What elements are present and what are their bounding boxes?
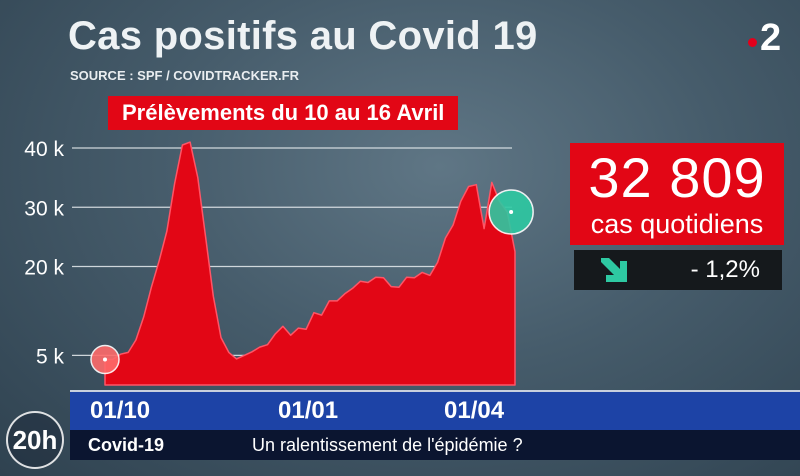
ticker-topic: Covid-19 (88, 435, 165, 455)
news-ticker: Covid-19 Un ralentissement de l'épidémie… (70, 430, 800, 460)
x-axis-bar: 01/10 01/01 01/04 (70, 390, 800, 432)
ticker-text: Un ralentissement de l'épidémie ? (252, 435, 523, 455)
program-badge: 20h (6, 411, 64, 469)
y-tick-label: 5 k (36, 345, 65, 368)
daily-cases-value: 32 809 (588, 146, 766, 209)
channel-logo: 2 (748, 16, 790, 60)
source-label: SOURCE : SPF / COVIDTRACKER.FR (70, 68, 299, 83)
logo-dot-icon (748, 38, 757, 47)
channel-number: 2 (760, 17, 782, 59)
y-tick-label: 20 k (24, 257, 64, 280)
trend-box: - 1,2% (574, 250, 782, 290)
page-title: Cas positifs au Covid 19 (68, 14, 538, 58)
arrow-down-right-icon (601, 258, 627, 282)
x-tick-label: 01/10 (90, 397, 151, 424)
series-area (104, 141, 516, 386)
trend-value: - 1,2% (690, 256, 760, 283)
x-tick-label: 01/01 (278, 397, 339, 424)
data-marker-center (509, 209, 514, 214)
daily-cases-box: 32 809 cas quotidiens (570, 143, 784, 245)
y-tick-label: 40 k (24, 138, 64, 161)
data-marker-center (103, 357, 107, 362)
x-tick-label: 01/04 (444, 397, 505, 424)
daily-cases-label: cas quotidiens (590, 209, 764, 239)
period-banner: Prélèvements du 10 au 16 Avril (108, 96, 459, 130)
markers (90, 189, 534, 375)
y-axis-labels: 5 k 20 k 30 k 40 k (24, 138, 64, 368)
y-tick-label: 30 k (24, 197, 64, 220)
series-fill (104, 141, 516, 386)
